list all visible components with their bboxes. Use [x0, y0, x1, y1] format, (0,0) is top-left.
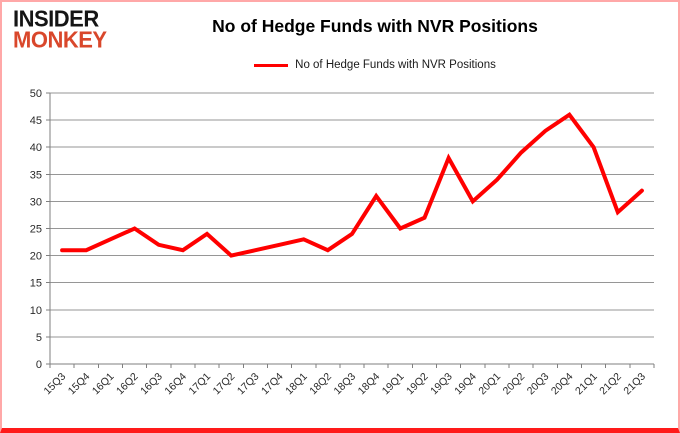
y-axis-label: 30	[30, 196, 42, 208]
logo-line-monkey: MONKEY	[13, 26, 107, 53]
y-axis-label: 15	[30, 278, 42, 290]
x-axis-label: 17Q2	[211, 371, 238, 398]
y-axis-label: 20	[30, 251, 42, 263]
x-axis-label: 21Q1	[573, 371, 600, 398]
line-chart: 0 5 10 15 20 25 30 35 40 45 50 15Q315Q416Q116Q216Q3…	[30, 88, 655, 398]
insider-monkey-logo: INSIDER MONKEY	[13, 5, 107, 53]
legend-label: No of Hedge Funds with NVR Positions	[295, 59, 496, 71]
x-axis-label: 21Q2	[597, 371, 624, 398]
x-axis-label: 20Q4	[549, 371, 576, 398]
logo-line-insider: INSIDER	[13, 5, 99, 32]
x-axis-label: 20Q2	[501, 371, 528, 398]
x-axis-label: 18Q2	[307, 371, 334, 398]
y-axis-label: 10	[30, 305, 42, 317]
y-axis-label: 50	[30, 88, 42, 100]
x-axis-label: 18Q4	[356, 371, 383, 398]
x-axis-label: 19Q4	[452, 371, 479, 398]
y-axis-label: 25	[30, 224, 42, 236]
legend-line-swatch-icon	[254, 63, 289, 67]
y-axis-label: 0	[36, 359, 42, 371]
y-axis-label: 40	[30, 142, 42, 154]
x-axis-label: 16Q3	[138, 371, 165, 398]
x-axis-label: 20Q3	[525, 371, 552, 398]
x-axis-label: 17Q1	[187, 371, 214, 398]
page-title: No of Hedge Funds with NVR Positions	[212, 16, 538, 36]
data-series-line	[60, 111, 644, 258]
x-axis-label: 19Q2	[404, 371, 431, 398]
x-axis-label: 15Q4	[66, 371, 93, 398]
x-axis-label: 15Q3	[42, 371, 69, 398]
x-axis-label: 18Q1	[283, 371, 310, 398]
y-axis-label: 35	[30, 169, 42, 181]
x-axis-label: 18Q3	[331, 371, 358, 398]
x-axis-label: 21Q3	[621, 371, 648, 398]
x-axis-label: 16Q2	[114, 371, 141, 398]
y-axis-label: 5	[36, 332, 42, 344]
x-axis-label: 20Q1	[476, 371, 503, 398]
x-axis-label: 16Q4	[162, 371, 189, 398]
x-axis-label: 17Q4	[259, 371, 286, 398]
y-axis-label: 45	[30, 115, 42, 127]
x-axis-label: 17Q3	[235, 371, 262, 398]
x-axis-label: 16Q1	[90, 371, 117, 398]
x-axis-label: 19Q1	[380, 371, 407, 398]
x-axis-label: 19Q3	[428, 371, 455, 398]
legend: No of Hedge Funds with NVR Positions	[152, 59, 598, 71]
